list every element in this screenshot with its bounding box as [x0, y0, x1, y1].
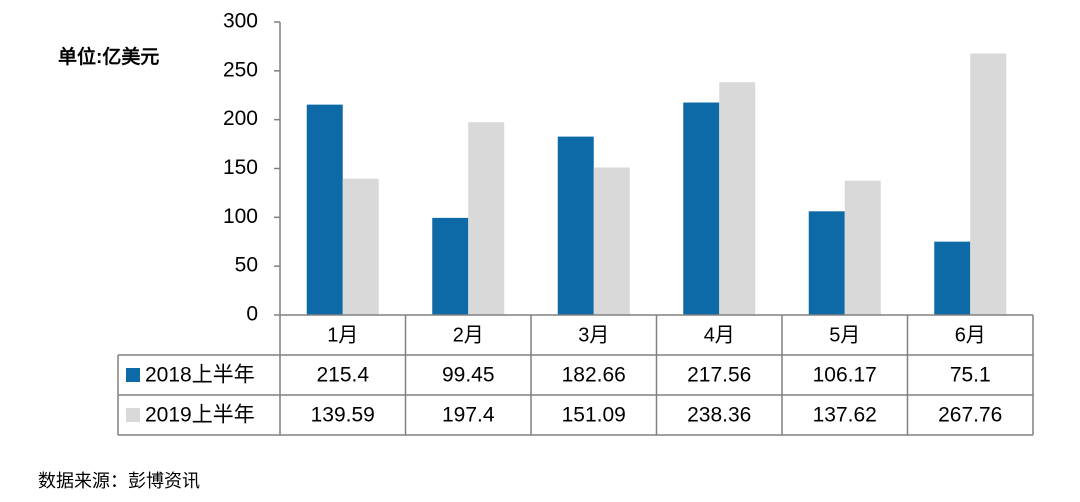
- table-value: 197.4: [442, 404, 495, 427]
- bar: [934, 241, 971, 315]
- table-value: 75.1: [950, 364, 991, 387]
- table-value: 99.45: [442, 364, 495, 387]
- y-axis-label: 单位:亿美元: [58, 45, 159, 68]
- bar: [970, 53, 1007, 315]
- table-value: 139.59: [311, 404, 375, 427]
- legend-swatch: [126, 408, 140, 422]
- legend-label: 2018上半年: [145, 364, 255, 387]
- x-tick-label: 6月: [955, 324, 986, 346]
- bar: [557, 136, 594, 315]
- table-value: 151.09: [562, 404, 626, 427]
- y-tick-label: 150: [223, 156, 258, 179]
- y-tick-label: 300: [223, 10, 258, 33]
- x-tick-label: 1月: [327, 324, 358, 346]
- x-tick-label: 3月: [578, 324, 609, 346]
- bar: [683, 102, 720, 315]
- legend-label: 2019上半年: [145, 404, 255, 427]
- table-value: 217.56: [687, 364, 751, 387]
- bar: [844, 180, 881, 315]
- bar: [306, 104, 343, 315]
- y-tick-label: 100: [223, 205, 258, 228]
- x-tick-label: 2月: [453, 324, 484, 346]
- y-tick-label: 200: [223, 107, 258, 130]
- table-value: 137.62: [813, 404, 877, 427]
- legend-swatch: [126, 368, 140, 382]
- table-value: 238.36: [687, 404, 751, 427]
- table-value: 106.17: [813, 364, 877, 387]
- bar: [593, 167, 630, 315]
- x-tick-label: 5月: [829, 324, 860, 346]
- source-note: 数据来源：彭博资讯: [38, 471, 200, 491]
- y-tick-label: 250: [223, 58, 258, 81]
- bar: [808, 211, 845, 315]
- y-tick-label: 50: [235, 254, 258, 277]
- table-value: 182.66: [562, 364, 626, 387]
- bar: [342, 178, 379, 315]
- table-value: 267.76: [938, 404, 1002, 427]
- y-tick-label: 0: [246, 303, 258, 326]
- bar: [719, 82, 756, 315]
- bar: [468, 122, 505, 316]
- table-value: 215.4: [316, 364, 369, 387]
- bar: [432, 217, 469, 315]
- x-tick-label: 4月: [704, 324, 735, 346]
